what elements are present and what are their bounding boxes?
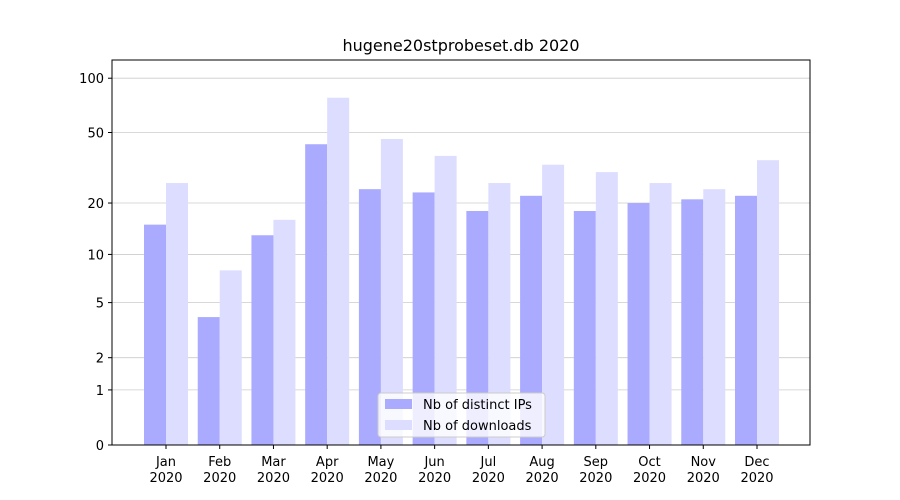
x-tick-label: May 2020 [364,455,397,486]
legend-label: Nb of distinct IPs [423,398,532,413]
bar [327,97,350,445]
bar [488,183,511,445]
y-tick-label: 20 [87,197,104,212]
bar [627,203,650,445]
bar [144,224,166,445]
y-tick-label: 5 [96,297,104,312]
y-tick-label: 10 [87,248,104,263]
bar [466,210,489,445]
x-tick-label: Jun 2020 [418,455,451,486]
y-tick-label: 100 [79,72,104,87]
x-tick-label: Feb 2020 [203,455,236,486]
bar [573,210,596,445]
bar [434,155,457,445]
legend-box [377,392,546,438]
y-tick-label: 50 [87,127,104,142]
bar [681,199,704,445]
x-tick-label: Dec 2020 [740,455,773,486]
bar [273,219,296,445]
bar [703,189,726,445]
plot-frame [111,59,811,446]
x-tick-label: Jan 2020 [149,455,182,486]
x-tick-label: Oct 2020 [633,455,666,486]
x-tick-label: Sep 2020 [579,455,612,486]
bar [166,183,188,445]
bar [735,195,757,445]
x-tick-label: Nov 2020 [687,455,720,486]
bar [542,164,565,445]
bar [757,160,779,446]
bar [412,192,435,445]
legend: Nb of distinct IPs Nb of downloads [377,392,546,438]
y-tick-label: 2 [96,352,104,367]
bar [219,270,242,445]
x-tick-label: Apr 2020 [311,455,344,486]
legend-label: Nb of downloads [423,419,532,434]
x-tick-label: Aug 2020 [526,455,559,486]
bar [520,195,543,445]
legend-swatch [385,420,412,430]
bar [358,189,381,445]
legend-swatch [385,399,412,409]
chart-title: hugene20stprobeset.db 2020 [342,36,579,55]
x-tick-label: Mar 2020 [257,455,290,486]
bar [595,172,618,445]
x-tick-label: Jul 2020 [472,455,505,486]
bar [197,317,220,445]
bar [649,183,672,445]
bar [305,144,328,445]
bar [251,235,274,445]
y-tick-label: 0 [96,439,104,454]
bar [380,139,403,445]
y-tick-label: 1 [96,384,104,399]
